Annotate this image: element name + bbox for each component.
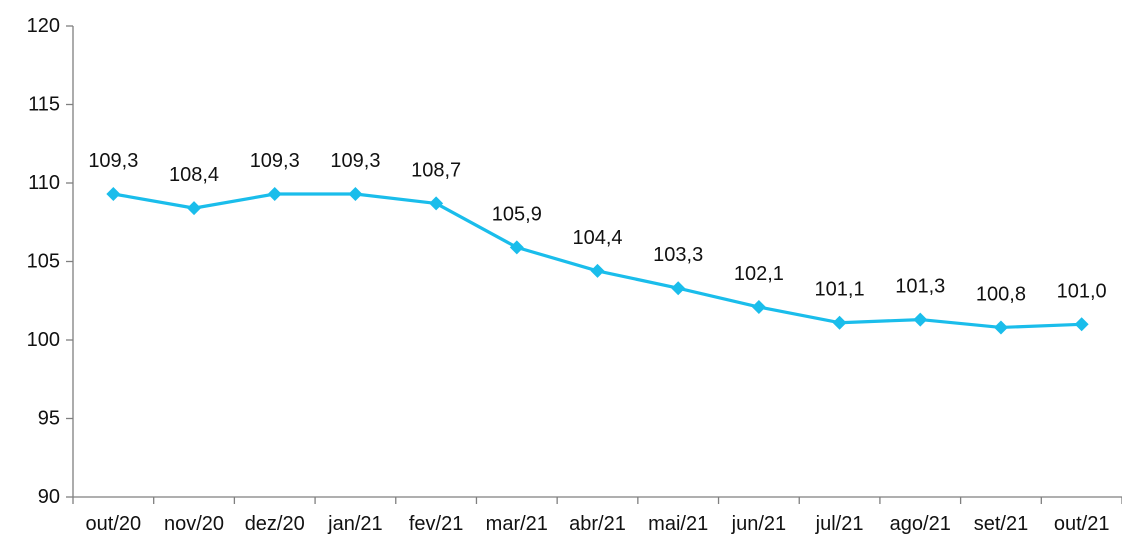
x-tick-label: fev/21: [409, 513, 463, 535]
data-label: 109,3: [250, 150, 300, 172]
data-point-marker: [1074, 317, 1089, 332]
x-tick-label: set/21: [974, 513, 1028, 535]
data-point-marker: [106, 186, 121, 201]
data-point-marker: [993, 320, 1008, 335]
data-point-marker: [267, 186, 282, 201]
y-tick-label: 100: [27, 329, 60, 351]
data-label: 101,1: [815, 279, 865, 301]
x-tick-label: nov/20: [164, 513, 224, 535]
data-label: 108,7: [411, 159, 461, 181]
x-tick-label: jan/21: [327, 513, 383, 535]
data-label: 108,4: [169, 164, 219, 186]
x-tick-label: dez/20: [245, 513, 305, 535]
data-label: 104,4: [572, 227, 622, 249]
y-tick-label: 105: [27, 251, 60, 273]
x-tick-label: mai/21: [648, 513, 708, 535]
data-label: 100,8: [976, 283, 1026, 305]
data-point-marker: [590, 263, 605, 278]
chart-labels: 109,3 108,4 109,3 109,3 108,7 105,9 104,4 103,3…: [88, 150, 1106, 305]
data-label: 101,0: [1057, 280, 1107, 302]
data-label: 109,3: [330, 150, 380, 172]
x-tick-label: mar/21: [486, 513, 548, 535]
y-tick-label: 95: [38, 408, 60, 430]
y-tick-label: 120: [27, 15, 60, 37]
x-tick-label: ago/21: [890, 513, 951, 535]
data-point-marker: [348, 186, 363, 201]
x-tick-label: out/21: [1054, 513, 1110, 535]
chart-series: [106, 186, 1089, 335]
x-tick-label: jun/21: [731, 513, 787, 535]
data-point-marker: [187, 201, 202, 216]
x-tick-label: jul/21: [815, 513, 864, 535]
data-label: 109,3: [88, 150, 138, 172]
data-label: 105,9: [492, 203, 542, 225]
x-tick-label: abr/21: [569, 513, 626, 535]
chart-axes: 90 95 100 105 110 115 120 out/20 nov/20 dez/20 jan…: [27, 15, 1122, 535]
data-point-marker: [429, 196, 444, 211]
data-point-marker: [671, 281, 686, 296]
y-tick-label: 115: [28, 94, 60, 116]
x-tick-label: out/20: [86, 513, 142, 535]
data-point-marker: [509, 240, 524, 255]
data-point-marker: [913, 312, 928, 327]
data-label: 103,3: [653, 244, 703, 266]
data-label: 101,3: [895, 276, 945, 298]
data-label: 102,1: [734, 263, 784, 285]
y-tick-label: 110: [28, 172, 60, 194]
data-point-marker: [751, 300, 766, 315]
data-point-marker: [832, 315, 847, 330]
y-tick-label: 90: [38, 486, 60, 508]
series-line: [113, 192, 1082, 330]
